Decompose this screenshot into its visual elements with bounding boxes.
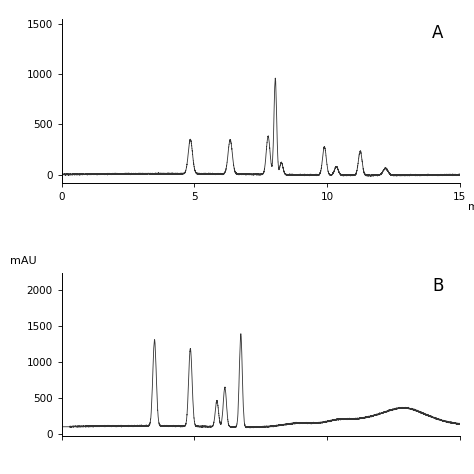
Text: A: A [432,24,443,42]
Text: min: min [468,202,474,212]
Text: B: B [432,277,443,295]
Text: mAU: mAU [10,256,36,266]
